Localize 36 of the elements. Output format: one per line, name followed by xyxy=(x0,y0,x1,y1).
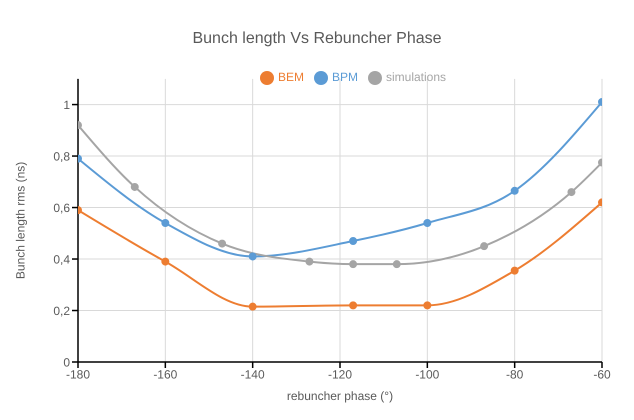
x-tick-label: -100 xyxy=(415,368,440,382)
point xyxy=(161,218,170,227)
y-tick-label: 0,6 xyxy=(53,200,70,215)
point xyxy=(161,258,170,266)
y-axis-title: Bunch length rms (ns) xyxy=(13,162,28,280)
x-tick-label: -120 xyxy=(328,368,352,382)
legend-label: simulations xyxy=(386,70,446,84)
point xyxy=(130,182,139,191)
point xyxy=(349,301,358,310)
y-tick-label: 1 xyxy=(63,98,70,112)
point xyxy=(510,186,519,195)
point xyxy=(480,242,488,250)
point xyxy=(349,260,358,268)
x-tick-label: -140 xyxy=(240,368,265,382)
x-axis-title: rebuncher phase (°) xyxy=(286,389,394,403)
x-tick-label: -160 xyxy=(153,368,178,382)
point xyxy=(510,266,519,275)
point xyxy=(248,252,257,260)
point xyxy=(218,240,226,248)
point xyxy=(423,301,432,310)
y-tick-label: 0,8 xyxy=(53,149,70,164)
x-tick-label: -60 xyxy=(593,368,611,382)
point xyxy=(305,258,314,266)
y-tick-label: 0,2 xyxy=(53,304,70,318)
x-tick-label: -80 xyxy=(506,368,524,382)
y-tick-label: 0 xyxy=(63,355,70,370)
legend-label: BPM xyxy=(332,70,358,84)
x-tick-label: -180 xyxy=(66,368,90,382)
point xyxy=(392,260,401,268)
y-tick-label: 0,4 xyxy=(53,252,70,266)
chart-title: Bunch length Vs Rebuncher Phase xyxy=(191,29,443,49)
point xyxy=(248,302,257,311)
point xyxy=(567,188,576,196)
point xyxy=(349,237,358,246)
point xyxy=(423,218,432,227)
legend-label: BEM xyxy=(278,70,304,84)
